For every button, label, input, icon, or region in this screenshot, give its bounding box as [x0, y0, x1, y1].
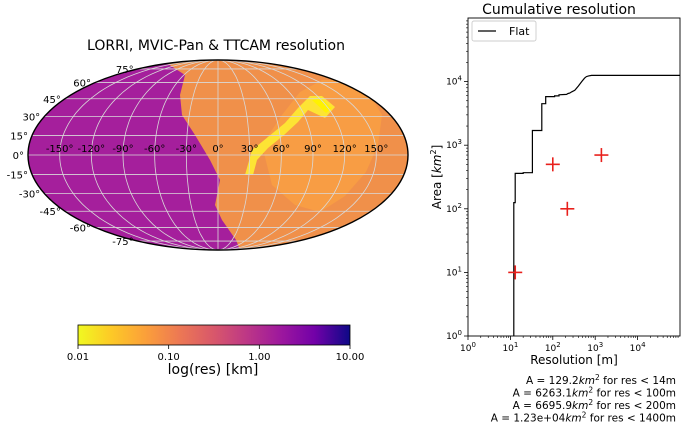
- colorbar-tick-label: 1.00: [248, 352, 270, 363]
- lat-tick-label: -60°: [70, 223, 91, 234]
- lat-tick-label: 60°: [73, 79, 91, 90]
- y-axis-label-close: ]: [430, 145, 444, 150]
- colorbar-ticks: 0.01 0.10 1.00 10.00: [67, 345, 364, 363]
- legend: Flat: [471, 20, 537, 42]
- area-annotation: A = 6263.1km2 for res < 100m: [513, 386, 676, 400]
- colorbar-tick-label: 10.00: [336, 352, 365, 363]
- lon-tick-label: 30°: [241, 144, 259, 155]
- x-tick-label: 104: [630, 341, 646, 354]
- y-axis-label-main: Area [: [430, 173, 444, 209]
- lon-tick-label: -120°: [77, 144, 105, 155]
- x-axis-label: Resolution [m]: [530, 353, 618, 367]
- map-title: LORRI, MVIC-Pan & TTCAM resolution: [87, 38, 345, 54]
- y-tick-label: 103: [446, 138, 462, 151]
- red-plus-marker: [545, 157, 560, 172]
- colorbar: [77, 324, 351, 346]
- y-axis-label: Area [km2]: [429, 145, 444, 210]
- series-line-flat: [513, 74, 680, 336]
- y-axis-label-unit: km: [430, 155, 444, 174]
- plot-ticks: 100 101 102 103 104 100 101 102 103 104: [446, 20, 679, 354]
- plot-title: Cumulative resolution: [482, 2, 636, 18]
- map-tick-labels: -150° -120° -90° -60° -30° 0° 30° 60° 90° 120° 150…: [7, 65, 389, 248]
- plot-frame: [467, 17, 681, 337]
- map-outline: [27, 59, 409, 251]
- plot-content: [508, 74, 680, 336]
- red-plus-marker: [508, 265, 523, 280]
- map-panel: LORRI, MVIC-Pan & TTCAM resolution -150°…: [7, 38, 409, 378]
- y-tick-label: 102: [446, 202, 462, 215]
- lat-tick-label: 75°: [116, 65, 134, 76]
- lon-tick-label: -150°: [46, 144, 74, 155]
- x-tick-label: 100: [460, 341, 476, 354]
- lat-tick-label: 30°: [22, 113, 40, 124]
- y-tick-label: 101: [446, 265, 462, 278]
- lat-tick-label: -45°: [40, 207, 61, 218]
- lon-tick-label: 90°: [304, 144, 322, 155]
- x-tick-label: 102: [545, 341, 561, 354]
- x-tick-label: 103: [587, 341, 603, 354]
- colorbar-label: log(res) [km]: [168, 362, 259, 378]
- lon-tick-label: 120°: [333, 144, 357, 155]
- lat-tick-label: 0°: [13, 151, 24, 162]
- legend-box: [471, 20, 537, 42]
- lon-tick-label: -30°: [176, 144, 197, 155]
- high-res-strip-core: [312, 98, 332, 113]
- cumulative-panel: Cumulative resolution 100 101 102 103 104100…: [429, 2, 681, 425]
- colorbar-tick-label: 0.10: [158, 352, 180, 363]
- lat-tick-label: -15°: [7, 170, 28, 181]
- red-plus-marker: [560, 201, 575, 216]
- y-tick-label: 100: [446, 329, 462, 342]
- lat-tick-label: 15°: [10, 132, 28, 143]
- lat-tick-label: -30°: [19, 189, 40, 200]
- lat-tick-label: -75°: [112, 237, 133, 248]
- y-axis-label-exp: 2: [429, 149, 438, 154]
- area-annotation: A = 1.23e+04km2 for res < 1400m: [491, 411, 676, 425]
- eastern-lobe: [262, 80, 382, 212]
- lon-tick-label: 60°: [272, 144, 290, 155]
- area-annotation: A = 6695.9km2 for res < 200m: [513, 398, 676, 412]
- x-tick-label: 101: [502, 341, 518, 354]
- map-area: [28, 60, 408, 250]
- lon-tick-label: 0°: [212, 144, 223, 155]
- lon-tick-label: -60°: [144, 144, 165, 155]
- colorbar-tick-label: 0.01: [67, 352, 89, 363]
- y-tick-label: 104: [446, 75, 462, 88]
- red-plus-marker: [594, 148, 609, 163]
- lat-tick-label: 45°: [43, 95, 61, 106]
- lon-tick-label: -90°: [112, 144, 133, 155]
- legend-label: Flat: [509, 25, 530, 38]
- area-annotation: A = 129.2km2 for res < 14m: [526, 373, 676, 387]
- lon-tick-label: 150°: [364, 144, 388, 155]
- map-gridlines: [28, 60, 408, 250]
